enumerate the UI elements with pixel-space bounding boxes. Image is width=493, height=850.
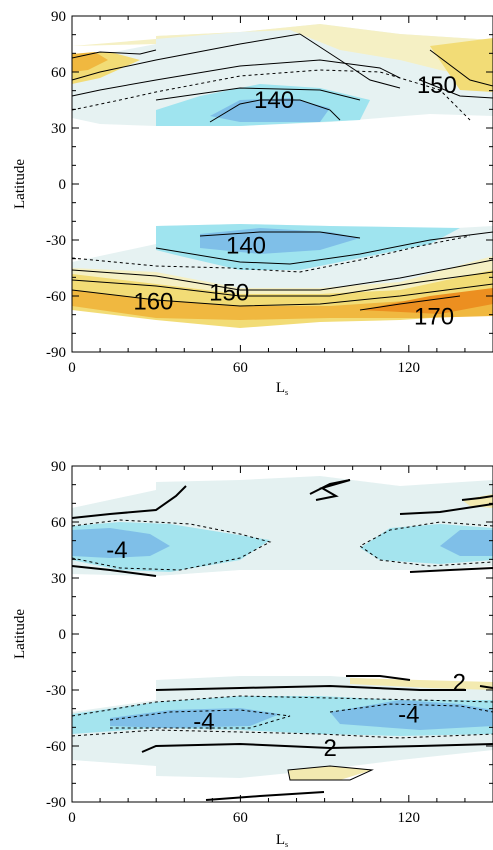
y-tick-label: -90 (46, 345, 66, 361)
y-tick-label: 30 (51, 571, 66, 587)
contour-label: -4 (193, 709, 214, 736)
bottom-filled-contours (72, 476, 493, 780)
x-tick-label: 0 (68, 360, 76, 376)
contour-label: 140 (254, 87, 294, 114)
bottom-contour-line (71, 565, 157, 577)
top-contour-line-dashed (71, 69, 471, 121)
x-tick-label: 60 (233, 360, 248, 376)
top-contour-line (155, 231, 493, 265)
contour-label: 2 (453, 670, 466, 697)
bottom-south-pos-fill (350, 678, 493, 690)
bottom-contour-line (205, 791, 325, 801)
y-tick-label: 60 (51, 65, 66, 81)
top-north-hot-fill (72, 52, 108, 72)
bottom-contour-line (409, 567, 493, 573)
top-contour-line (71, 283, 493, 307)
bottom-contour-line (346, 675, 411, 681)
top-x-axis-label: Ls (276, 380, 288, 397)
top-north-warmlight-fill (72, 24, 493, 80)
bottom-north-negdeep-fill (72, 528, 170, 558)
y-tick-label: -60 (46, 739, 66, 755)
top-contour-line (155, 87, 361, 101)
bottom-contour-line-dashed (329, 703, 493, 713)
bottom-y-axis-label: Latitude (12, 609, 28, 659)
contour-label: 170 (414, 304, 454, 331)
bottom-x-axis-label: Ls (276, 832, 288, 849)
top-contour-line (71, 49, 157, 59)
y-tick-label: 60 (51, 515, 66, 531)
contour-label: 160 (133, 289, 173, 316)
bottom-contour-line (155, 684, 466, 691)
contour-label: -4 (106, 537, 127, 564)
top-filled-contours (72, 24, 493, 328)
x-tick-label: 0 (68, 810, 76, 826)
top-y-axis-label: Latitude (12, 159, 28, 209)
top-south-hottest-fill (360, 288, 493, 314)
y-tick-label: 30 (51, 121, 66, 137)
bottom-contour-line-dashed (71, 695, 493, 717)
bottom-contour-line (461, 495, 493, 501)
top-contour-line (419, 79, 493, 99)
bottom-contour-lines (71, 479, 493, 801)
bottom-contour-line (399, 503, 493, 515)
y-tick-label: -30 (46, 683, 66, 699)
top-contour-line (71, 271, 493, 297)
y-tick-label: 0 (59, 177, 67, 193)
y-tick-label: 90 (51, 459, 66, 475)
contour-label: 2 (324, 735, 337, 762)
bottom-south-negdeep-fill-right (330, 700, 493, 730)
contour-label: 140 (226, 233, 266, 260)
bottom-south-negdeep-fill (110, 708, 280, 728)
top-contour-line-dashed (71, 235, 471, 273)
bottom-contour-line-dashed (109, 709, 291, 729)
top-south-colddeep-fill (200, 228, 360, 254)
y-tick-label: -90 (46, 795, 66, 811)
bottom-contour-line (287, 765, 374, 781)
top-contour-line (299, 33, 401, 89)
top-contour-line (71, 259, 493, 291)
contour-label: -4 (398, 701, 419, 728)
contour-label: 150 (417, 72, 457, 99)
y-tick-label: 0 (59, 627, 67, 643)
y-tick-label: -30 (46, 233, 66, 249)
top-south-hot-fill (72, 288, 493, 320)
top-north-warm-fill (430, 38, 493, 92)
top-contour-line (71, 33, 301, 81)
bottom-contour-label-group: -4 2 -4 -4 2 (106, 537, 466, 762)
bottom-contour-line (71, 485, 187, 519)
bottom-north-negdeep-fill-right (440, 530, 493, 556)
top-contour-line (71, 59, 401, 97)
bottom-contour-line-dashed (71, 729, 493, 739)
bottom-south-pos-island (288, 766, 372, 780)
top-contour-line (359, 295, 461, 311)
bottom-contour-line (479, 685, 493, 689)
top-contour-lines (71, 33, 493, 311)
bottom-contour-line (141, 742, 493, 753)
top-contour-line (429, 49, 493, 87)
y-tick-label: -60 (46, 289, 66, 305)
x-tick-label: 120 (398, 360, 421, 376)
top-contour-line (209, 99, 341, 123)
contour-label: 150 (209, 279, 249, 306)
y-tick-label: 90 (51, 9, 66, 25)
bottom-contour-line (309, 479, 351, 501)
x-tick-label: 60 (233, 810, 248, 826)
top-contour-line (199, 231, 361, 239)
top-contour-label-group: 140 150 140 150 160 170 (133, 72, 457, 330)
x-tick-label: 120 (398, 810, 421, 826)
bottom-contour-line-dashed (359, 521, 493, 567)
bottom-contour-line-dashed (71, 519, 272, 571)
